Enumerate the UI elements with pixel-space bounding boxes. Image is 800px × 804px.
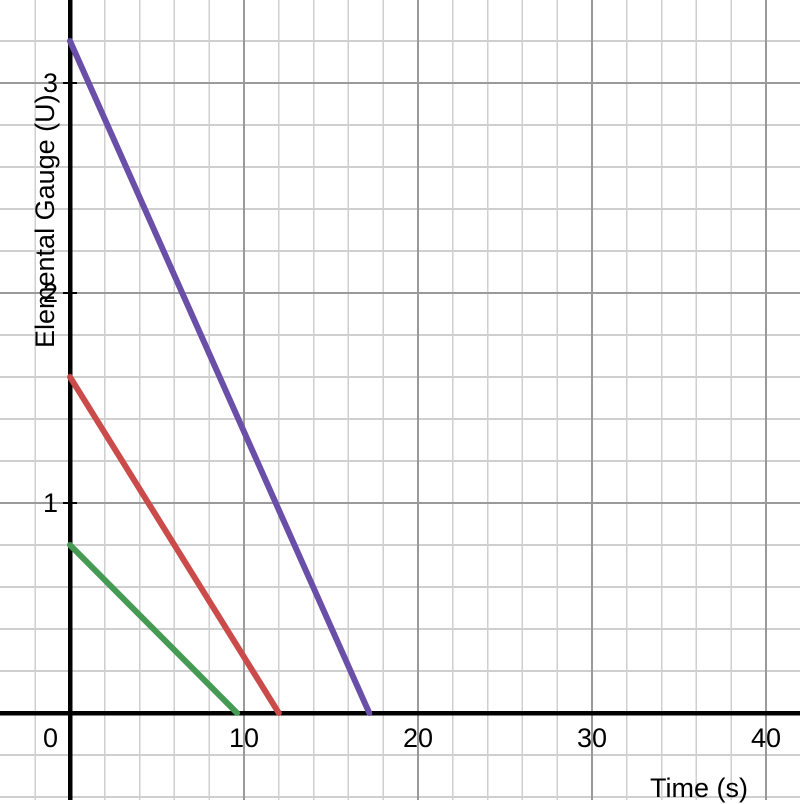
series-line-green-decay (67, 542, 241, 716)
y-axis-title: Elemental Gauge (U) (30, 94, 60, 348)
y-tick-label-3: 3 (43, 67, 59, 98)
x-tick-label-10: 10 (229, 723, 260, 753)
y-tick-label-1: 1 (43, 487, 59, 518)
x-tick-label-20: 20 (403, 723, 434, 753)
data-series-group (67, 38, 373, 716)
series-line-purple-decay (67, 38, 373, 716)
x-axis-title: Time (s) (650, 773, 748, 803)
series-line-red-decay (67, 374, 282, 716)
tick-marks (63, 81, 77, 505)
x-tick-label-0: 0 (43, 723, 59, 753)
y-tick-label-2: 2 (43, 277, 59, 308)
x-tick-label-30: 30 (577, 723, 608, 753)
x-tick-label-40: 40 (751, 723, 782, 753)
